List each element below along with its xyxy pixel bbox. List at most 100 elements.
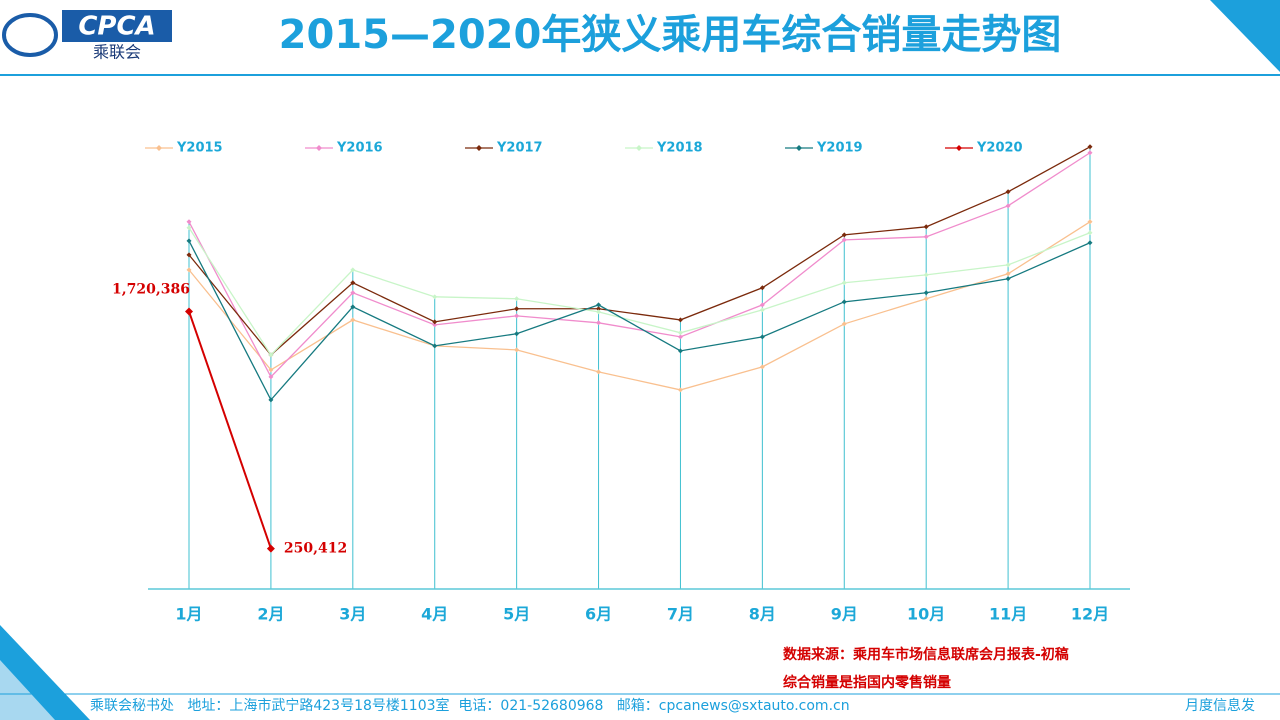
- legend-marker: [636, 145, 642, 151]
- point-marker: [596, 302, 602, 308]
- point-marker: [596, 320, 602, 326]
- series-line: [188, 240, 1091, 402]
- x-tick-label: 8月: [749, 605, 776, 624]
- point-marker: [1087, 150, 1093, 156]
- x-tick-label: 6月: [585, 605, 612, 624]
- x-tick-label: 7月: [667, 605, 694, 624]
- logo-box: [62, 10, 172, 42]
- x-tick-label: 12月: [1071, 605, 1109, 624]
- point-marker: [1005, 203, 1011, 209]
- x-tick-label: 9月: [831, 605, 858, 624]
- x-tick-label: 10月: [907, 605, 945, 624]
- point-marker: [514, 296, 520, 302]
- x-tick-label: 3月: [339, 605, 366, 624]
- corner-decoration: [0, 660, 55, 720]
- data-label: 250,412: [284, 541, 347, 557]
- legend-marker: [956, 145, 962, 151]
- point-marker: [596, 369, 602, 375]
- legend-marker: [476, 145, 482, 151]
- note: 数据来源：乘用车市场信息联席会月报表-初稿: [783, 646, 1069, 663]
- point-marker: [923, 234, 929, 240]
- series-line: [188, 227, 1091, 356]
- point-marker: [186, 219, 192, 225]
- logo-mark: [2, 13, 58, 57]
- point-marker: [1087, 240, 1093, 246]
- point-marker: [350, 290, 356, 296]
- point-marker: [432, 343, 438, 349]
- point-marker: [1005, 271, 1011, 277]
- title: 2015—2020年狭义乘用车综合销量走势图: [279, 12, 1062, 58]
- data-label: 1,720,386: [112, 281, 190, 297]
- point-marker: [350, 317, 356, 323]
- point-marker: [596, 309, 602, 315]
- point-marker: [1087, 230, 1093, 236]
- point-marker: [759, 307, 765, 313]
- series-line: [188, 146, 1091, 356]
- point-marker: [268, 397, 274, 403]
- point-marker: [841, 232, 847, 238]
- point-marker: [432, 322, 438, 328]
- point-marker: [923, 290, 929, 296]
- point-marker: [514, 331, 520, 337]
- footer-text: 乘联会秘书处 地址：上海市武宁路423号18号楼1103室 电话：021-526…: [90, 697, 850, 714]
- point-marker: [1005, 189, 1011, 195]
- x-tick-label: 11月: [989, 605, 1027, 624]
- point-marker: [923, 272, 929, 278]
- note: 综合销量是指国内零售销量: [783, 674, 951, 691]
- x-tick-label: 5月: [503, 605, 530, 624]
- chart: 1月 2月 3月 4月 5月 6月 7月 8月 9月 10月 11月 12月 Y2015 Y2016 Y20…: [112, 141, 1130, 624]
- series-line: [188, 152, 1091, 378]
- logo-text: CPCA: [78, 12, 155, 42]
- point-marker: [268, 367, 274, 373]
- point-marker: [841, 299, 847, 305]
- point-marker: [923, 296, 929, 302]
- point-marker: [514, 347, 520, 353]
- x-tick-label: 4月: [421, 605, 448, 624]
- point-marker: [677, 330, 683, 336]
- legend-label: Y2020: [976, 141, 1023, 156]
- point-marker: [596, 306, 602, 312]
- logo-sub: 乘联会: [93, 43, 141, 62]
- legend-marker: [156, 145, 162, 151]
- legend-label: Y2019: [816, 141, 863, 156]
- point-marker: [677, 317, 683, 323]
- legend-label: Y2018: [656, 141, 703, 156]
- legend-marker: [316, 145, 322, 151]
- point-marker: [266, 544, 275, 553]
- point-marker: [677, 334, 683, 340]
- point-marker: [186, 225, 192, 231]
- point-marker: [1005, 262, 1011, 268]
- legend-label: Y2015: [176, 141, 223, 156]
- point-marker: [759, 334, 765, 340]
- point-marker: [1087, 219, 1093, 225]
- corner-decoration: [1210, 0, 1280, 72]
- point-marker: [759, 285, 765, 291]
- legend-marker: [796, 145, 802, 151]
- point-marker: [677, 348, 683, 354]
- point-marker: [432, 294, 438, 300]
- point-marker: [841, 237, 847, 243]
- point-marker: [186, 238, 192, 244]
- point-marker: [841, 280, 847, 286]
- x-tick-label: 2月: [257, 605, 284, 624]
- point-marker: [677, 387, 683, 393]
- legend-label: Y2017: [496, 141, 543, 156]
- point-marker: [432, 319, 438, 325]
- point-marker: [186, 267, 192, 273]
- point-marker: [1087, 144, 1093, 150]
- point-marker: [350, 304, 356, 310]
- point-marker: [268, 352, 274, 358]
- footer-text: 月度信息发: [1185, 697, 1255, 714]
- legend-label: Y2016: [336, 141, 383, 156]
- point-marker: [514, 313, 520, 319]
- series-line: [188, 221, 1091, 391]
- series-line: [188, 311, 272, 549]
- point-marker: [185, 307, 193, 316]
- point-marker: [514, 306, 520, 312]
- point-marker: [186, 252, 192, 258]
- point-marker: [268, 374, 274, 380]
- point-marker: [350, 280, 356, 286]
- x-tick-label: 1月: [175, 605, 202, 624]
- point-marker: [759, 302, 765, 308]
- point-marker: [1005, 276, 1011, 282]
